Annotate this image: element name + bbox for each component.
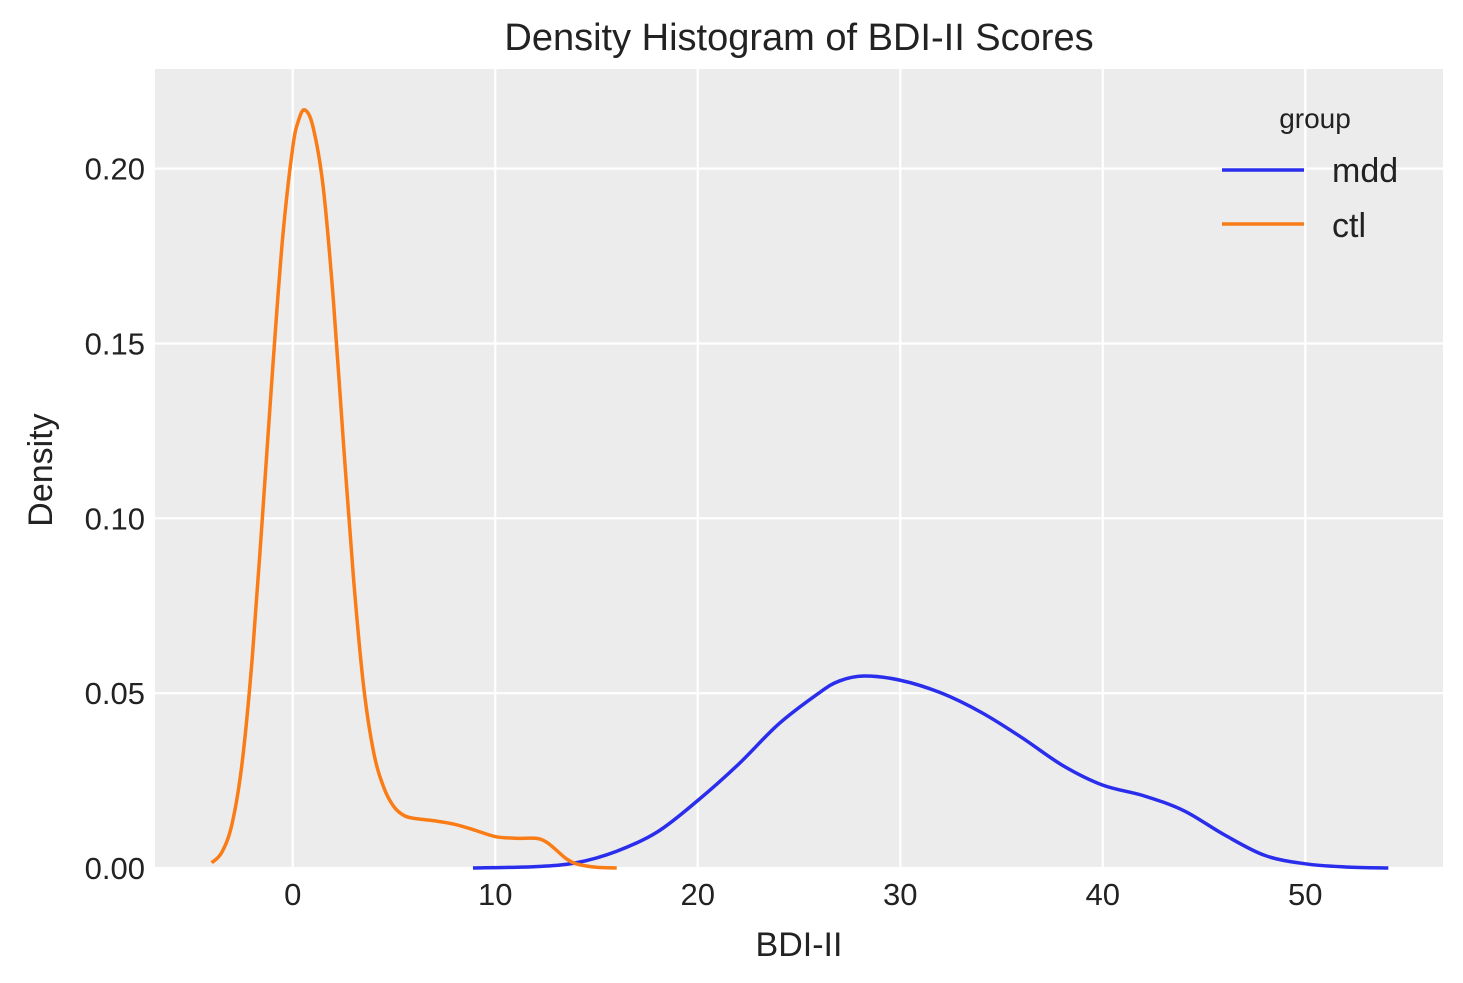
legend-item-ctl: ctl (1222, 207, 1366, 245)
x-axis-title: BDI-II (756, 926, 843, 964)
x-tick-label: 30 (883, 877, 917, 912)
y-tick-labels: 0.00 0.05 0.10 0.15 0.20 (85, 152, 145, 886)
series-line-ctl (210, 108, 617, 870)
x-tick-label: 10 (478, 877, 512, 912)
series-line-mdd (472, 674, 1389, 870)
series-layer (210, 108, 1389, 870)
y-axis-title: Density (22, 413, 60, 526)
legend-item-mdd: mdd (1222, 152, 1398, 190)
legend: group mdd ctl (1222, 103, 1398, 245)
chart-title: Density Histogram of BDI-II Scores (504, 17, 1093, 59)
legend-title: group (1279, 103, 1351, 134)
y-tick-label: 0.05 (85, 676, 145, 711)
legend-label-mdd: mdd (1332, 152, 1398, 190)
y-tick-label: 0.00 (85, 851, 145, 886)
legend-label-ctl: ctl (1332, 207, 1366, 245)
plot-background (155, 69, 1443, 868)
gridlines (155, 69, 1443, 870)
y-tick-label: 0.20 (85, 152, 145, 187)
x-tick-labels: 0 10 20 30 40 50 (284, 877, 1322, 912)
x-tick-label: 20 (680, 877, 714, 912)
x-tick-label: 0 (284, 877, 301, 912)
x-tick-label: 50 (1288, 877, 1322, 912)
y-tick-label: 0.15 (85, 326, 145, 361)
x-tick-label: 40 (1086, 877, 1120, 912)
y-tick-label: 0.10 (85, 501, 145, 536)
